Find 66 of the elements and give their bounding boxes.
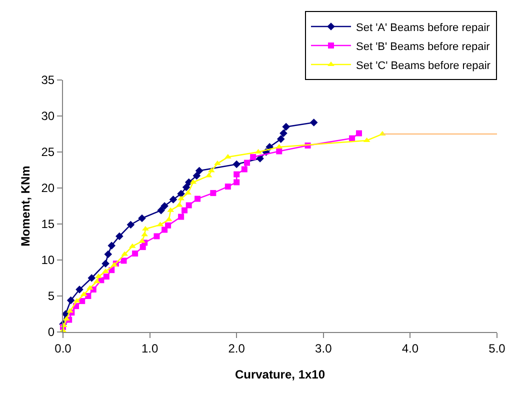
point	[232, 160, 240, 168]
point	[132, 250, 138, 257]
point	[126, 220, 135, 229]
x-tick-label: 4.0	[402, 341, 419, 356]
y-tick-label: 5	[48, 289, 55, 304]
point	[310, 118, 318, 126]
point	[66, 296, 75, 304]
point	[282, 122, 290, 131]
y-tick-label: 0	[48, 325, 55, 340]
point	[210, 190, 216, 196]
point	[154, 233, 160, 240]
y-tick-label: 30	[41, 109, 55, 124]
point	[214, 160, 221, 166]
point	[116, 232, 124, 240]
point	[157, 206, 165, 214]
point	[120, 258, 127, 264]
x-tick-label: 0.0	[54, 341, 72, 356]
legend-label: Set 'B' Beams before repair	[356, 40, 490, 53]
point	[234, 171, 240, 178]
point	[79, 298, 86, 304]
x-axis-title: Curvature, 1x10	[234, 367, 326, 382]
point	[102, 260, 110, 268]
point	[194, 196, 201, 202]
y-tick-label: 20	[41, 181, 55, 196]
point	[103, 274, 110, 280]
point	[178, 214, 184, 220]
point	[195, 166, 204, 175]
legend-label: Set 'C' Beams before repair	[356, 60, 491, 72]
point	[356, 130, 362, 136]
x-tick-label: 2.0	[228, 341, 246, 356]
point	[234, 179, 240, 186]
point	[142, 226, 149, 231]
point	[88, 274, 96, 282]
y-tick-label: 10	[41, 253, 55, 268]
point	[250, 154, 256, 160]
point	[138, 214, 146, 222]
y-tick-label: 15	[41, 217, 55, 232]
point	[138, 238, 146, 243]
point	[102, 268, 109, 274]
point	[76, 286, 84, 294]
y-axis-title: Moment, KNm	[18, 166, 33, 246]
point	[276, 148, 282, 154]
point	[182, 183, 190, 192]
point	[224, 184, 231, 190]
point	[165, 222, 172, 228]
point	[244, 160, 250, 166]
point	[276, 135, 285, 143]
y-tick-label: 35	[41, 73, 55, 88]
point	[186, 202, 192, 208]
point	[63, 316, 70, 321]
point	[177, 190, 185, 198]
x-tick-label: 5.0	[488, 341, 506, 356]
point	[182, 207, 188, 214]
point	[169, 196, 178, 204]
point	[104, 250, 112, 258]
x-tick-label: 1.0	[141, 341, 158, 356]
y-tick-label: 25	[41, 145, 55, 160]
point	[108, 242, 116, 250]
x-tick-label: 3.0	[315, 341, 332, 356]
point	[192, 172, 201, 180]
point	[349, 135, 356, 142]
point	[241, 166, 248, 172]
legend-label: Set 'A' Beams before repair	[356, 22, 490, 34]
point	[280, 129, 288, 138]
point	[184, 190, 192, 195]
point	[160, 202, 168, 210]
